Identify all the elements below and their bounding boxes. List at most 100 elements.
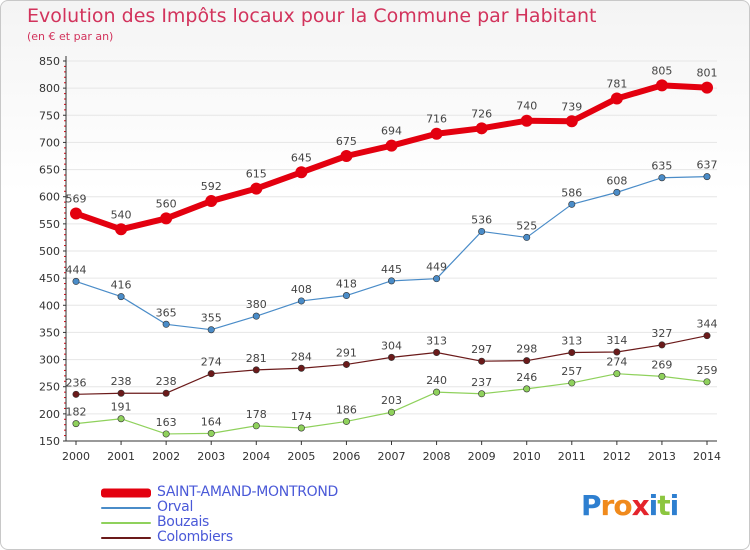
data-point <box>297 424 305 432</box>
logo-letter: t <box>657 489 670 522</box>
data-point <box>613 188 621 196</box>
data-label: 281 <box>246 352 267 365</box>
data-label: 635 <box>651 160 672 173</box>
data-label: 257 <box>561 365 582 378</box>
data-point <box>658 174 666 182</box>
x-tick-label: 2000 <box>62 450 90 463</box>
data-point <box>342 292 350 300</box>
data-point <box>478 227 486 235</box>
data-point <box>658 341 666 349</box>
x-tick-label: 2003 <box>197 450 225 463</box>
data-point <box>523 357 531 365</box>
data-label: 238 <box>156 375 177 388</box>
data-point <box>117 293 125 301</box>
x-tick-label: 2012 <box>603 450 631 463</box>
data-point <box>520 114 533 127</box>
data-point <box>565 115 578 128</box>
data-label: 355 <box>201 312 222 325</box>
data-label: 178 <box>246 408 267 421</box>
data-label: 274 <box>606 356 627 369</box>
data-label: 449 <box>426 261 447 274</box>
chart-subtitle: (en € et par an) <box>27 30 114 43</box>
x-tick-label: 2008 <box>423 450 451 463</box>
data-label: 801 <box>697 67 718 80</box>
data-label: 274 <box>201 356 222 369</box>
data-point <box>207 370 215 378</box>
data-point <box>72 277 80 285</box>
data-point <box>162 389 170 397</box>
data-label: 694 <box>381 125 402 138</box>
data-point <box>295 166 308 179</box>
data-label: 608 <box>606 174 627 187</box>
data-point <box>340 150 353 162</box>
y-tick-label: 700 <box>39 136 60 149</box>
data-label: 291 <box>336 346 357 359</box>
data-point <box>478 390 486 398</box>
legend-label: SAINT-AMAND-MONTROND <box>157 484 338 500</box>
data-label: 637 <box>697 159 718 172</box>
data-point <box>70 207 82 220</box>
x-tick-label: 2004 <box>242 450 270 463</box>
data-point <box>385 139 398 152</box>
data-label: 560 <box>156 197 177 210</box>
data-label: 240 <box>426 374 447 387</box>
y-tick-label: 500 <box>39 245 60 258</box>
data-point <box>160 212 173 225</box>
data-point <box>613 370 621 378</box>
legend-swatch <box>101 521 151 524</box>
x-tick-label: 2010 <box>513 450 541 463</box>
data-label: 536 <box>471 213 492 226</box>
data-point <box>703 173 711 181</box>
y-tick-label: 200 <box>39 408 60 421</box>
data-point <box>207 429 215 437</box>
x-tick-label: 2006 <box>332 450 360 463</box>
data-label: 615 <box>246 168 267 181</box>
y-tick-label: 600 <box>39 191 60 204</box>
y-tick-label: 400 <box>39 299 60 312</box>
data-label: 327 <box>651 327 672 340</box>
y-tick-label: 550 <box>39 218 60 231</box>
data-label: 304 <box>381 339 402 352</box>
data-point <box>342 360 350 368</box>
data-label: 716 <box>426 113 447 126</box>
data-point <box>568 379 576 387</box>
legend-swatch <box>101 506 151 509</box>
data-point <box>610 92 623 105</box>
data-point <box>478 357 486 365</box>
data-point <box>568 349 576 357</box>
logo-letter: i <box>669 489 680 522</box>
data-label: 259 <box>697 364 718 377</box>
data-label: 675 <box>336 135 357 148</box>
data-point <box>342 417 350 425</box>
y-tick-label: 450 <box>39 272 60 285</box>
x-tick-label: 2001 <box>107 450 135 463</box>
legend-swatch <box>101 536 151 539</box>
data-point <box>703 378 711 386</box>
data-label: 408 <box>291 283 312 296</box>
y-tick-label: 650 <box>39 164 60 177</box>
data-point <box>433 349 441 357</box>
logo-letter: P <box>581 489 602 522</box>
y-tick-label: 350 <box>39 326 60 339</box>
data-point <box>475 122 488 135</box>
legend-label: Orval <box>157 499 194 515</box>
data-label: 418 <box>336 278 357 291</box>
x-tick-label: 2005 <box>287 450 315 463</box>
data-point <box>162 430 170 438</box>
data-point <box>658 372 666 380</box>
data-point <box>387 353 395 361</box>
data-point <box>72 420 80 428</box>
data-label: 365 <box>156 306 177 319</box>
data-label: 191 <box>111 401 132 414</box>
data-point <box>297 364 305 372</box>
data-point <box>252 312 260 320</box>
data-label: 740 <box>516 100 537 113</box>
data-label: 246 <box>516 371 537 384</box>
logo-letter: o <box>613 489 632 522</box>
data-label: 203 <box>381 394 402 407</box>
y-tick-label: 850 <box>39 55 60 68</box>
data-label: 586 <box>561 186 582 199</box>
data-label: 269 <box>651 358 672 371</box>
x-tick-label: 2014 <box>693 450 721 463</box>
data-point <box>205 195 218 208</box>
